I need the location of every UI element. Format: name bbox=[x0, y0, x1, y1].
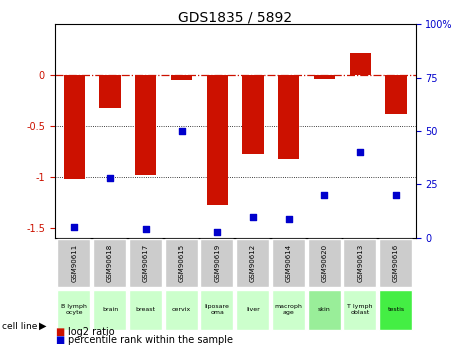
Point bbox=[213, 229, 221, 234]
Text: GSM90619: GSM90619 bbox=[214, 244, 220, 282]
Text: T lymph
oblast: T lymph oblast bbox=[348, 304, 373, 315]
Bar bbox=[314, 75, 335, 79]
FancyBboxPatch shape bbox=[379, 290, 412, 330]
Point bbox=[106, 175, 114, 181]
Text: skin: skin bbox=[318, 307, 331, 312]
FancyBboxPatch shape bbox=[308, 290, 341, 330]
Point bbox=[142, 227, 150, 232]
FancyBboxPatch shape bbox=[165, 290, 198, 330]
FancyBboxPatch shape bbox=[93, 290, 126, 330]
Point bbox=[392, 193, 400, 198]
FancyBboxPatch shape bbox=[129, 239, 162, 287]
Bar bbox=[64, 75, 85, 179]
Bar bbox=[207, 75, 228, 205]
Text: breast: breast bbox=[136, 307, 156, 312]
FancyBboxPatch shape bbox=[272, 290, 305, 330]
FancyBboxPatch shape bbox=[379, 239, 412, 287]
FancyBboxPatch shape bbox=[308, 239, 341, 287]
Point bbox=[356, 150, 364, 155]
Text: ▶: ▶ bbox=[39, 321, 47, 331]
Text: ■: ■ bbox=[55, 335, 64, 345]
Text: GSM90611: GSM90611 bbox=[71, 244, 77, 282]
Bar bbox=[171, 75, 192, 80]
Point bbox=[70, 225, 78, 230]
FancyBboxPatch shape bbox=[272, 239, 305, 287]
Bar bbox=[135, 75, 156, 175]
Text: GSM90614: GSM90614 bbox=[286, 244, 292, 282]
FancyBboxPatch shape bbox=[343, 290, 376, 330]
Text: B lymph
ocyte: B lymph ocyte bbox=[61, 304, 87, 315]
FancyBboxPatch shape bbox=[129, 290, 162, 330]
Bar bbox=[242, 75, 264, 155]
Text: ■: ■ bbox=[55, 327, 64, 337]
FancyBboxPatch shape bbox=[343, 239, 376, 287]
Text: GSM90612: GSM90612 bbox=[250, 244, 256, 282]
Text: cell line: cell line bbox=[2, 322, 38, 331]
Text: GSM90615: GSM90615 bbox=[179, 244, 184, 282]
FancyBboxPatch shape bbox=[236, 290, 269, 330]
Bar bbox=[385, 75, 407, 114]
Bar bbox=[278, 75, 299, 158]
FancyBboxPatch shape bbox=[165, 239, 198, 287]
FancyBboxPatch shape bbox=[200, 239, 233, 287]
Text: macroph
age: macroph age bbox=[275, 304, 303, 315]
Text: liposare
oma: liposare oma bbox=[205, 304, 230, 315]
FancyBboxPatch shape bbox=[93, 239, 126, 287]
Text: testis: testis bbox=[388, 307, 405, 312]
Text: brain: brain bbox=[102, 307, 118, 312]
Point bbox=[321, 193, 328, 198]
Text: GSM90620: GSM90620 bbox=[322, 244, 327, 282]
FancyBboxPatch shape bbox=[200, 290, 233, 330]
Text: percentile rank within the sample: percentile rank within the sample bbox=[68, 335, 233, 345]
Title: GDS1835 / 5892: GDS1835 / 5892 bbox=[178, 10, 292, 24]
Point bbox=[285, 216, 293, 221]
FancyBboxPatch shape bbox=[57, 290, 90, 330]
Point bbox=[249, 214, 257, 219]
FancyBboxPatch shape bbox=[57, 239, 90, 287]
Text: cervix: cervix bbox=[172, 307, 191, 312]
Text: GSM90617: GSM90617 bbox=[143, 244, 149, 282]
FancyBboxPatch shape bbox=[236, 239, 269, 287]
Text: GSM90618: GSM90618 bbox=[107, 244, 113, 282]
Text: liver: liver bbox=[246, 307, 260, 312]
Text: log2 ratio: log2 ratio bbox=[68, 327, 114, 337]
Text: GSM90613: GSM90613 bbox=[357, 244, 363, 282]
Point bbox=[178, 128, 185, 134]
Bar bbox=[350, 53, 371, 75]
Bar bbox=[99, 75, 121, 108]
Text: GSM90616: GSM90616 bbox=[393, 244, 399, 282]
